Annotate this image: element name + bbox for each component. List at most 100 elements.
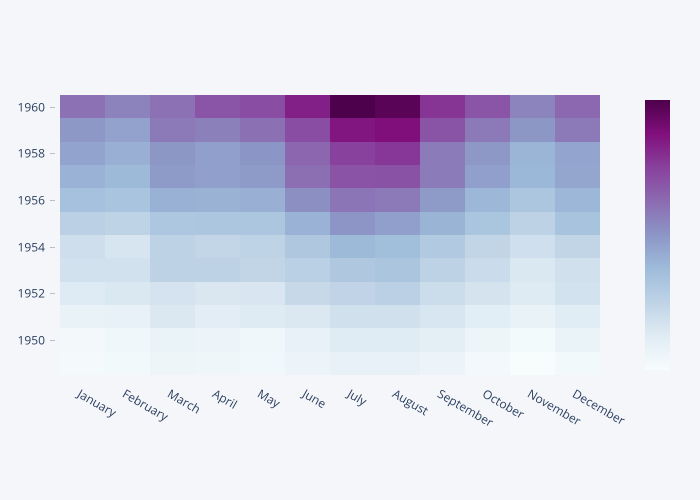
heatmap-cell[interactable] [375, 188, 420, 211]
heatmap-cell[interactable] [420, 212, 465, 235]
heatmap-cell[interactable] [555, 212, 600, 235]
heatmap-cell[interactable] [510, 352, 555, 375]
heatmap-cell[interactable] [240, 188, 285, 211]
heatmap-cell[interactable] [375, 305, 420, 328]
heatmap-cell[interactable] [150, 95, 195, 118]
heatmap-cell[interactable] [420, 142, 465, 165]
heatmap-cell[interactable] [240, 305, 285, 328]
heatmap-cell[interactable] [105, 258, 150, 281]
heatmap-cell[interactable] [105, 188, 150, 211]
heatmap-cell[interactable] [195, 95, 240, 118]
heatmap-cell[interactable] [150, 258, 195, 281]
heatmap-cell[interactable] [420, 328, 465, 351]
heatmap-cell[interactable] [195, 352, 240, 375]
heatmap-cell[interactable] [240, 282, 285, 305]
heatmap-cell[interactable] [330, 165, 375, 188]
heatmap-cell[interactable] [60, 165, 105, 188]
heatmap-cell[interactable] [105, 305, 150, 328]
heatmap-cell[interactable] [555, 118, 600, 141]
heatmap-cell[interactable] [330, 328, 375, 351]
heatmap-cell[interactable] [195, 258, 240, 281]
heatmap-cell[interactable] [465, 258, 510, 281]
heatmap-cell[interactable] [60, 352, 105, 375]
heatmap-cell[interactable] [105, 118, 150, 141]
heatmap-cell[interactable] [285, 95, 330, 118]
heatmap-cell[interactable] [465, 282, 510, 305]
heatmap-cell[interactable] [105, 212, 150, 235]
heatmap-cell[interactable] [105, 328, 150, 351]
heatmap-cell[interactable] [510, 212, 555, 235]
heatmap-cell[interactable] [465, 352, 510, 375]
heatmap-cell[interactable] [375, 165, 420, 188]
heatmap-cell[interactable] [375, 95, 420, 118]
heatmap-cell[interactable] [285, 305, 330, 328]
heatmap-cell[interactable] [195, 282, 240, 305]
heatmap-cell[interactable] [420, 258, 465, 281]
heatmap-cell[interactable] [510, 328, 555, 351]
heatmap-cell[interactable] [150, 165, 195, 188]
heatmap-cell[interactable] [330, 352, 375, 375]
heatmap-cell[interactable] [330, 235, 375, 258]
heatmap-cell[interactable] [240, 352, 285, 375]
heatmap-cell[interactable] [195, 188, 240, 211]
heatmap-cell[interactable] [420, 305, 465, 328]
heatmap-cell[interactable] [510, 118, 555, 141]
heatmap-cell[interactable] [285, 258, 330, 281]
heatmap-cell[interactable] [60, 188, 105, 211]
heatmap-cell[interactable] [285, 212, 330, 235]
heatmap-cell[interactable] [510, 282, 555, 305]
heatmap-cell[interactable] [420, 118, 465, 141]
heatmap-cell[interactable] [240, 235, 285, 258]
heatmap-cell[interactable] [195, 328, 240, 351]
heatmap-cell[interactable] [285, 282, 330, 305]
heatmap-cell[interactable] [60, 258, 105, 281]
heatmap-cell[interactable] [465, 142, 510, 165]
heatmap-cell[interactable] [105, 235, 150, 258]
heatmap-cell[interactable] [330, 282, 375, 305]
heatmap-cell[interactable] [285, 235, 330, 258]
heatmap-cell[interactable] [240, 328, 285, 351]
heatmap-cell[interactable] [375, 282, 420, 305]
heatmap-cell[interactable] [330, 118, 375, 141]
heatmap-cell[interactable] [510, 142, 555, 165]
heatmap-cell[interactable] [240, 258, 285, 281]
heatmap-cell[interactable] [105, 352, 150, 375]
heatmap-cell[interactable] [285, 118, 330, 141]
heatmap-cell[interactable] [420, 352, 465, 375]
heatmap-cell[interactable] [510, 165, 555, 188]
heatmap-cell[interactable] [555, 305, 600, 328]
heatmap-cell[interactable] [510, 258, 555, 281]
heatmap-cell[interactable] [555, 188, 600, 211]
heatmap-cell[interactable] [60, 118, 105, 141]
heatmap-cell[interactable] [240, 142, 285, 165]
heatmap-cell[interactable] [60, 328, 105, 351]
heatmap-cell[interactable] [240, 95, 285, 118]
heatmap-cell[interactable] [150, 188, 195, 211]
heatmap-cell[interactable] [195, 118, 240, 141]
heatmap-cell[interactable] [465, 212, 510, 235]
heatmap-cell[interactable] [150, 352, 195, 375]
heatmap-cell[interactable] [60, 282, 105, 305]
heatmap-cell[interactable] [330, 142, 375, 165]
heatmap-cell[interactable] [555, 165, 600, 188]
heatmap-cell[interactable] [330, 95, 375, 118]
heatmap-cell[interactable] [375, 328, 420, 351]
heatmap-cell[interactable] [150, 142, 195, 165]
heatmap-cell[interactable] [195, 305, 240, 328]
heatmap-cell[interactable] [285, 188, 330, 211]
heatmap-cell[interactable] [105, 165, 150, 188]
heatmap-cell[interactable] [195, 235, 240, 258]
heatmap-cell[interactable] [285, 142, 330, 165]
heatmap-cell[interactable] [375, 142, 420, 165]
heatmap-cell[interactable] [555, 328, 600, 351]
heatmap-cell[interactable] [555, 235, 600, 258]
heatmap-cell[interactable] [150, 235, 195, 258]
heatmap-cell[interactable] [555, 282, 600, 305]
heatmap-cell[interactable] [150, 118, 195, 141]
heatmap-cell[interactable] [420, 95, 465, 118]
heatmap-cell[interactable] [375, 352, 420, 375]
heatmap-cell[interactable] [465, 165, 510, 188]
heatmap-cell[interactable] [240, 165, 285, 188]
heatmap-cell[interactable] [330, 188, 375, 211]
heatmap-cell[interactable] [330, 305, 375, 328]
